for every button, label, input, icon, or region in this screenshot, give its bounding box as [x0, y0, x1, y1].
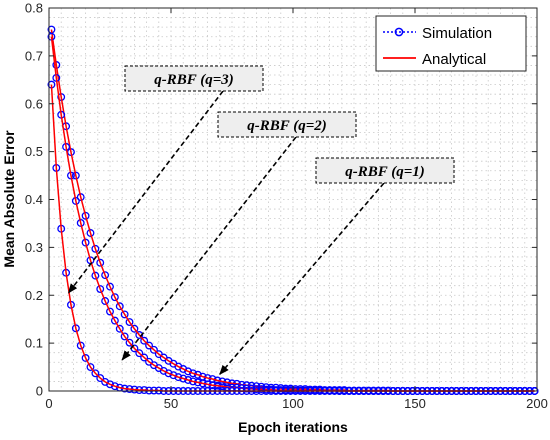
annotation-label-q1: q-RBF (q=1): [345, 164, 425, 180]
axis-ticks: 0 50 100 150 200 0 0.1 0.2 0.3 0.4 0.5 0.6 0.7 0.8: [25, 1, 548, 412]
annotation-box-q1: [315, 157, 455, 184]
simulation-point: [86, 229, 95, 237]
annotation-box-q3: [124, 65, 264, 92]
simulation-point: [110, 293, 119, 302]
y-tick-label: 0.1: [25, 336, 43, 351]
simulation-point: [106, 282, 114, 291]
simulation-point: [164, 369, 173, 378]
legend: Simulation Analytical: [375, 15, 527, 72]
y-tick-label: 0.5: [25, 144, 43, 159]
x-tick-label: 0: [45, 396, 52, 411]
simulation-point: [193, 370, 202, 379]
simulation-point: [184, 367, 193, 376]
simulation-point: [91, 271, 100, 280]
simulation-point: [140, 353, 149, 362]
simulation-point: [115, 302, 124, 311]
legend-analytical-label: Analytical: [422, 51, 486, 68]
simulation-point: [96, 258, 105, 267]
simulation-point: [110, 382, 119, 391]
annotations: q-RBF (q=3) q-RBF (q=2) q-RBF (q=1): [67, 65, 455, 376]
y-tick-label: 0.8: [25, 1, 43, 16]
x-tick-label: 50: [164, 396, 178, 411]
simulation-point: [140, 336, 149, 345]
y-tick-label: 0.6: [25, 96, 43, 111]
simulation-point: [125, 338, 134, 347]
simulation-point: [110, 316, 119, 325]
y-tick-label: 0.4: [25, 192, 43, 207]
simulation-point: [86, 363, 95, 372]
simulation-point: [96, 374, 105, 383]
annotation-label-q3: q-RBF (q=3): [154, 72, 234, 88]
y-axis-label: Mean Absolute Error: [1, 130, 17, 268]
annotation-label-q2: q-RBF (q=2): [247, 118, 327, 134]
x-axis-label: Epoch iterations: [238, 419, 348, 435]
simulation-point: [169, 371, 178, 380]
simulation-point: [96, 285, 105, 293]
simulation-point: [81, 238, 90, 247]
annotation-arrow-q1: [219, 182, 385, 376]
x-tick-label: 150: [404, 396, 426, 411]
annotation-arrow-q2: [121, 136, 297, 361]
x-tick-label: 200: [526, 396, 548, 411]
simulation-point: [189, 369, 197, 378]
simulation-point: [120, 310, 129, 319]
simulation-point: [91, 369, 100, 378]
y-tick-label: 0: [36, 384, 43, 399]
annotation-box-q2: [217, 111, 357, 138]
annotation-arrow-q3: [67, 90, 224, 294]
simulation-point: [174, 373, 183, 382]
legend-box: [375, 15, 527, 72]
simulation-point: [101, 271, 110, 280]
simulation-point: [81, 211, 90, 220]
simulation-point: [106, 380, 114, 389]
simulation-point: [184, 376, 193, 384]
simulation-point: [101, 297, 110, 305]
simulation-point: [125, 318, 134, 327]
simulation-point: [145, 341, 153, 350]
simulation-point: [115, 324, 124, 333]
simulation-point: [106, 307, 114, 316]
legend-simulation-marker: [394, 27, 404, 37]
simulation-point: [91, 244, 100, 253]
simulation-point: [179, 374, 188, 383]
simulation-point: [130, 324, 139, 333]
y-tick-label: 0.3: [25, 240, 43, 255]
simulation-point: [81, 354, 90, 362]
y-tick-label: 0.2: [25, 288, 43, 303]
simulation-point: [76, 341, 85, 350]
simulation-point: [135, 349, 144, 358]
simulation-point: [149, 345, 158, 354]
legend-simulation-label: Simulation: [422, 25, 492, 42]
y-tick-label: 0.7: [25, 48, 43, 63]
x-tick-label: 100: [282, 396, 304, 411]
simulation-point: [120, 332, 129, 341]
